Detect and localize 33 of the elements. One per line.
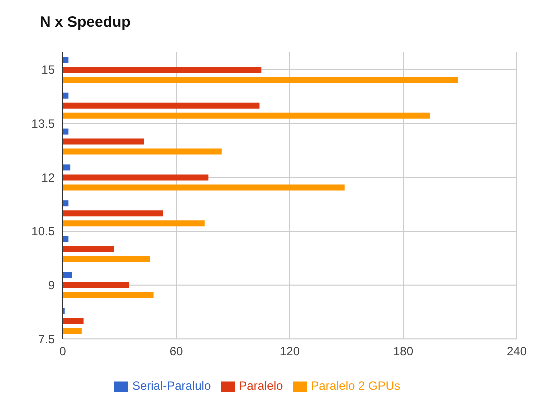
bar — [63, 164, 71, 171]
bar — [63, 328, 82, 334]
legend-label: Serial-Paralulo — [132, 379, 212, 394]
y-tick-label: 12 — [42, 170, 56, 185]
bar — [63, 210, 164, 217]
bar — [63, 148, 222, 155]
bar — [63, 318, 84, 324]
bar — [63, 112, 430, 119]
bar — [63, 282, 130, 288]
bar — [63, 77, 458, 83]
chart-title: N x Speedup — [40, 14, 131, 31]
bar — [63, 174, 209, 181]
legend-label: Paralelo 2 GPUs — [311, 379, 401, 394]
y-tick-label: 13.5 — [32, 117, 56, 132]
bar — [63, 272, 72, 278]
bar — [63, 138, 144, 145]
y-tick-label: 15 — [42, 63, 56, 78]
bar — [63, 246, 114, 252]
y-tick-label: 9 — [48, 278, 56, 293]
bar — [63, 220, 205, 227]
bar — [63, 256, 150, 262]
y-tick-label: 10.5 — [32, 224, 56, 239]
bar — [63, 184, 345, 191]
bar — [63, 67, 262, 73]
x-tick-label: 180 — [393, 344, 414, 359]
y-tick-label: 7.5 — [38, 332, 56, 346]
x-tick-label: 0 — [60, 344, 67, 359]
bar — [63, 292, 154, 298]
x-tick-label: 60 — [170, 344, 184, 359]
x-tick-label: 240 — [506, 344, 528, 359]
legend-label: Paralelo — [239, 379, 284, 394]
x-tick-label: 120 — [280, 344, 300, 359]
bar — [63, 102, 260, 109]
